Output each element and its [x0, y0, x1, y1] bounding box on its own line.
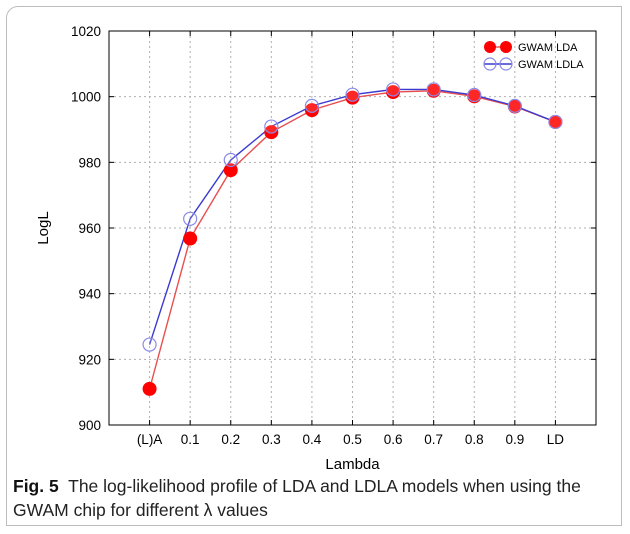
y-tick-label: 940 [78, 287, 101, 302]
x-tick-label: 0.5 [343, 432, 362, 447]
y-tick-label: 920 [78, 352, 101, 367]
data-point-ldla [548, 114, 563, 130]
y-tick-label: 1020 [71, 24, 101, 39]
legend-label: GWAM LDLA [518, 59, 584, 71]
x-axis-label: Lambda [325, 456, 380, 473]
x-tick-label: 0.4 [303, 432, 322, 447]
x-tick-label: 0.6 [384, 432, 403, 447]
x-tick-label: 0.1 [181, 432, 200, 447]
figure-frame [6, 6, 622, 526]
line-chart: 900 920 940 960 980 1000 1020 (L)A 0.1 0.2 0.3 0.4… [35, 24, 597, 473]
legend-label: GWAM LDA [518, 42, 578, 54]
y-tick-label: 1000 [71, 90, 101, 105]
data-point-ldla [426, 82, 441, 97]
data-point-ldla [467, 87, 482, 103]
data-point-ldla [345, 87, 360, 102]
caption-label: Fig. 5 [13, 476, 59, 496]
data-point-lda [304, 103, 319, 118]
legend-marker [483, 57, 497, 71]
data-point-ldla [183, 211, 198, 226]
y-tick-label: 900 [78, 418, 101, 433]
data-point-lda [264, 125, 279, 140]
x-tick-label: (L)A [137, 432, 163, 447]
y-tick-label: 980 [78, 155, 101, 170]
legend: GWAM LDA GWAM LDLA [483, 41, 584, 71]
series-line-1 [148, 90, 556, 390]
x-tick-label: 0.9 [505, 432, 524, 447]
data-point-ldla [264, 119, 279, 134]
data-point-lda [183, 231, 198, 246]
x-tick-label: 0.7 [424, 432, 443, 447]
legend-marker [500, 41, 512, 53]
series-points [142, 82, 563, 396]
data-point-lda [142, 381, 157, 396]
data-point-ldla [507, 98, 522, 113]
data-point-ldla [385, 82, 401, 97]
x-axis-ticks: (L)A 0.1 0.2 0.3 0.4 0.5 0.6 0.7 0.8 0.9 LD [137, 31, 564, 447]
caption-text: The log-likelihood profile of LDA and LD… [13, 476, 581, 520]
x-tick-label: 0.8 [465, 432, 484, 447]
data-point-ldla [142, 337, 157, 352]
data-point-lda [223, 163, 238, 178]
data-point-ldla [223, 152, 238, 168]
data-point-ldla [304, 98, 320, 113]
figure-caption: Fig. 5 The log-likelihood profile of LDA… [13, 474, 613, 522]
y-axis-label: LogL [35, 211, 52, 244]
y-axis-ticks: 900 920 940 960 980 1000 1020 [71, 24, 596, 433]
x-tick-label: 0.3 [262, 432, 281, 447]
legend-marker [499, 57, 513, 71]
x-tick-label: 0.2 [221, 432, 240, 447]
x-tick-label: LD [547, 432, 565, 447]
y-tick-label: 960 [78, 221, 101, 236]
legend-marker [484, 41, 496, 53]
series-lines [148, 88, 556, 390]
